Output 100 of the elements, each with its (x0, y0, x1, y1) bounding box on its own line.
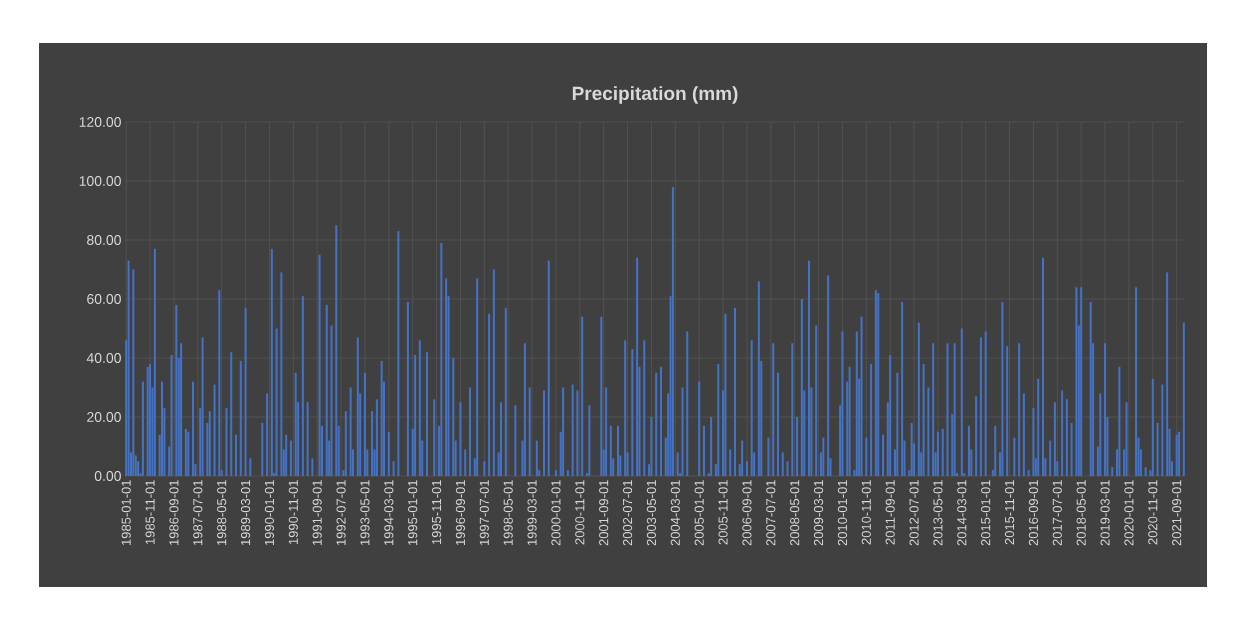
bar (285, 434, 288, 476)
bar (445, 278, 448, 476)
bar (311, 458, 314, 476)
bar (127, 260, 130, 476)
bar (476, 278, 479, 476)
bar (1089, 301, 1092, 476)
bar (184, 428, 187, 476)
bar (289, 440, 292, 476)
bar (882, 434, 885, 476)
bar (686, 331, 689, 476)
x-tick-label: 2001-09-01 (599, 480, 609, 546)
bar (901, 301, 904, 476)
x-tick-label: 2005-11-01 (718, 480, 728, 545)
bar (1053, 402, 1056, 476)
bar (146, 366, 149, 476)
bar (609, 425, 612, 476)
x-tick-label: 2020-11-01 (1148, 480, 1158, 545)
bar (1182, 322, 1185, 476)
bar (363, 372, 366, 476)
x-tick-label: 1990-01-01 (264, 480, 275, 546)
x-tick-label: 2005-01-01 (694, 480, 704, 546)
x-tick-label: 2020-01-01 (1124, 480, 1134, 546)
bar (213, 384, 216, 476)
bar (724, 313, 727, 476)
bar (1135, 287, 1138, 476)
bar (960, 328, 963, 476)
bar (1022, 393, 1025, 476)
bar (492, 269, 495, 476)
x-tick-label: 1998-05-01 (503, 480, 513, 546)
bar (187, 431, 190, 476)
bar (230, 352, 233, 476)
bar (380, 360, 383, 476)
bar (624, 340, 627, 476)
bar (225, 408, 228, 476)
bar (468, 387, 471, 476)
bar (523, 343, 526, 476)
bar (1013, 437, 1016, 476)
bar (698, 381, 701, 476)
bar (757, 281, 760, 476)
bar (917, 322, 920, 476)
bar (979, 337, 982, 476)
bar (280, 272, 283, 476)
bar (588, 405, 591, 476)
y-tick-label: 100.00 (79, 176, 121, 186)
bar (1125, 402, 1128, 476)
y-tick-label: 40.00 (86, 353, 121, 363)
bar (772, 343, 775, 476)
bar (860, 316, 863, 476)
x-tick-label: 2010-01-01 (837, 480, 848, 546)
bar (1037, 378, 1040, 476)
bar (426, 352, 429, 476)
x-tick-label: 2006-09-01 (742, 480, 752, 546)
bar (1166, 272, 1169, 476)
bar (141, 381, 144, 476)
x-tick-label: 1995-01-01 (408, 480, 418, 546)
bar (566, 470, 569, 476)
bar (650, 417, 653, 476)
x-tick-label: 1986-09-01 (169, 480, 179, 546)
bar (1027, 470, 1030, 476)
bar (681, 387, 684, 476)
bar (717, 363, 720, 476)
bar (414, 355, 417, 476)
bar (1070, 422, 1073, 476)
bar (581, 316, 584, 476)
bar (294, 372, 297, 476)
bar (855, 331, 858, 476)
bar (927, 387, 930, 476)
bar (655, 372, 658, 476)
bar (702, 425, 705, 476)
bar (750, 340, 753, 476)
x-tick-label: 2016-09-01 (1028, 480, 1039, 546)
bar (874, 290, 877, 476)
bar (318, 254, 321, 476)
bar (406, 301, 409, 476)
bar (671, 186, 674, 476)
bar (270, 248, 273, 476)
x-tick-label: 2000-11-01 (575, 480, 585, 545)
x-tick-label: 2007-07-01 (766, 480, 776, 546)
bar (877, 293, 880, 476)
x-tick-label: 1987-07-01 (193, 480, 203, 546)
bar (192, 381, 195, 476)
bar (910, 422, 913, 476)
bar (984, 331, 987, 476)
bar (488, 313, 491, 476)
bar (941, 428, 944, 476)
bar (636, 257, 639, 476)
bar (733, 307, 737, 476)
bar (306, 402, 309, 476)
x-tick-label: 1993-05-01 (360, 480, 370, 546)
bar (535, 440, 538, 476)
bar (741, 440, 744, 476)
bar (244, 307, 247, 476)
bar (815, 325, 818, 476)
bar (1099, 393, 1102, 476)
bar (1018, 343, 1021, 476)
bar (528, 387, 531, 476)
bar (631, 349, 634, 476)
bar (235, 434, 238, 476)
x-tick-label: 2004-03-01 (670, 480, 680, 546)
bar (459, 402, 462, 476)
